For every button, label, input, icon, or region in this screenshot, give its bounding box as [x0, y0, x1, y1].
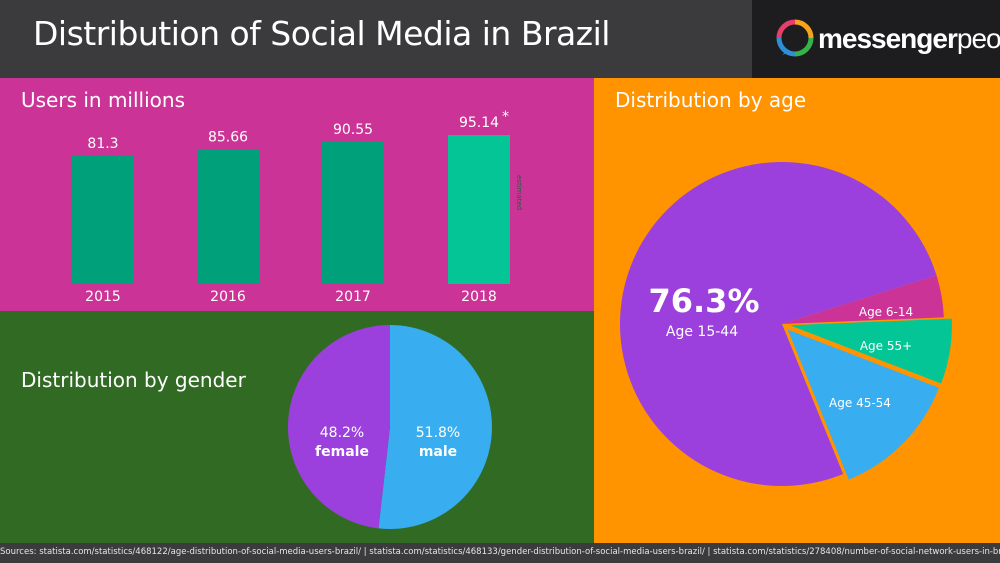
logo-text-bold: messenger	[818, 23, 958, 54]
page-title: Distribution of Social Media in Brazil	[33, 14, 610, 53]
female-label: female	[315, 444, 369, 460]
age-chart-title: Distribution by age	[615, 88, 807, 112]
bar-value-label: 90.55	[333, 122, 373, 138]
age-panel: Distribution by age 76.3% Age 15-44 Age 6-…	[594, 78, 1000, 543]
pie-slice-age-15-44	[619, 162, 937, 487]
pie-slice-female	[287, 325, 390, 529]
gender-panel: Distribution by gender 48.2% female 51.8% m…	[0, 311, 594, 543]
logo-text-light: people	[956, 23, 1000, 54]
bar-2018	[448, 135, 510, 284]
logo-ring-icon	[776, 19, 814, 57]
male-percent: 51.8%	[416, 425, 460, 441]
gender-pie-chart: 48.2% female 51.8% male	[287, 325, 492, 529]
age-55-plus-label: Age 55+	[860, 339, 912, 353]
estimate-marker: *	[502, 109, 509, 125]
category-label: 2017	[335, 289, 371, 305]
pie-slice-age-45-54	[787, 329, 939, 480]
age-6-14-label: Age 6-14	[859, 305, 913, 319]
female-percent: 48.2%	[320, 425, 364, 441]
gender-chart-title: Distribution by gender	[21, 368, 246, 392]
logo-text: messengerpeople	[818, 23, 1000, 55]
bar-value-label: 95.14	[459, 115, 499, 131]
users-chart-title: Users in millions	[21, 88, 185, 112]
bar-2017	[322, 141, 384, 284]
category-label: 2018	[461, 289, 497, 305]
pie-slice-age-55-plus	[789, 318, 952, 384]
bar-2016	[197, 149, 259, 284]
footer-bar: Sources: statista.com/statistics/468122/…	[0, 543, 1000, 563]
bar-2015	[72, 156, 134, 284]
users-bar-chart: 81.3 2015 85.66 2016 90.55 2017 95.14 2018 * esti…	[72, 109, 523, 305]
bar-value-label: 85.66	[208, 129, 248, 145]
age-15-44-percent: 76.3%	[648, 282, 759, 320]
pie-slice-age-6-14	[782, 275, 944, 324]
age-45-54-label: Age 45-54	[829, 396, 891, 410]
age-15-44-label: Age 15-44	[666, 324, 738, 340]
sources-text: Sources: statista.com/statistics/468122/…	[0, 547, 1000, 557]
users-panel: Users in millions 81.3 2015 85.66 2016 90.55…	[0, 78, 594, 311]
age-pie-chart: 76.3% Age 15-44 Age 6-14 Age 55+ Age 45-54	[619, 162, 952, 487]
estimate-note: estimated	[515, 175, 523, 210]
pie-slice-male	[378, 325, 492, 529]
bar-value-label: 81.3	[87, 136, 118, 152]
logo-area	[752, 0, 1000, 78]
category-label: 2015	[85, 289, 121, 305]
male-label: male	[419, 444, 457, 460]
category-label: 2016	[210, 289, 246, 305]
